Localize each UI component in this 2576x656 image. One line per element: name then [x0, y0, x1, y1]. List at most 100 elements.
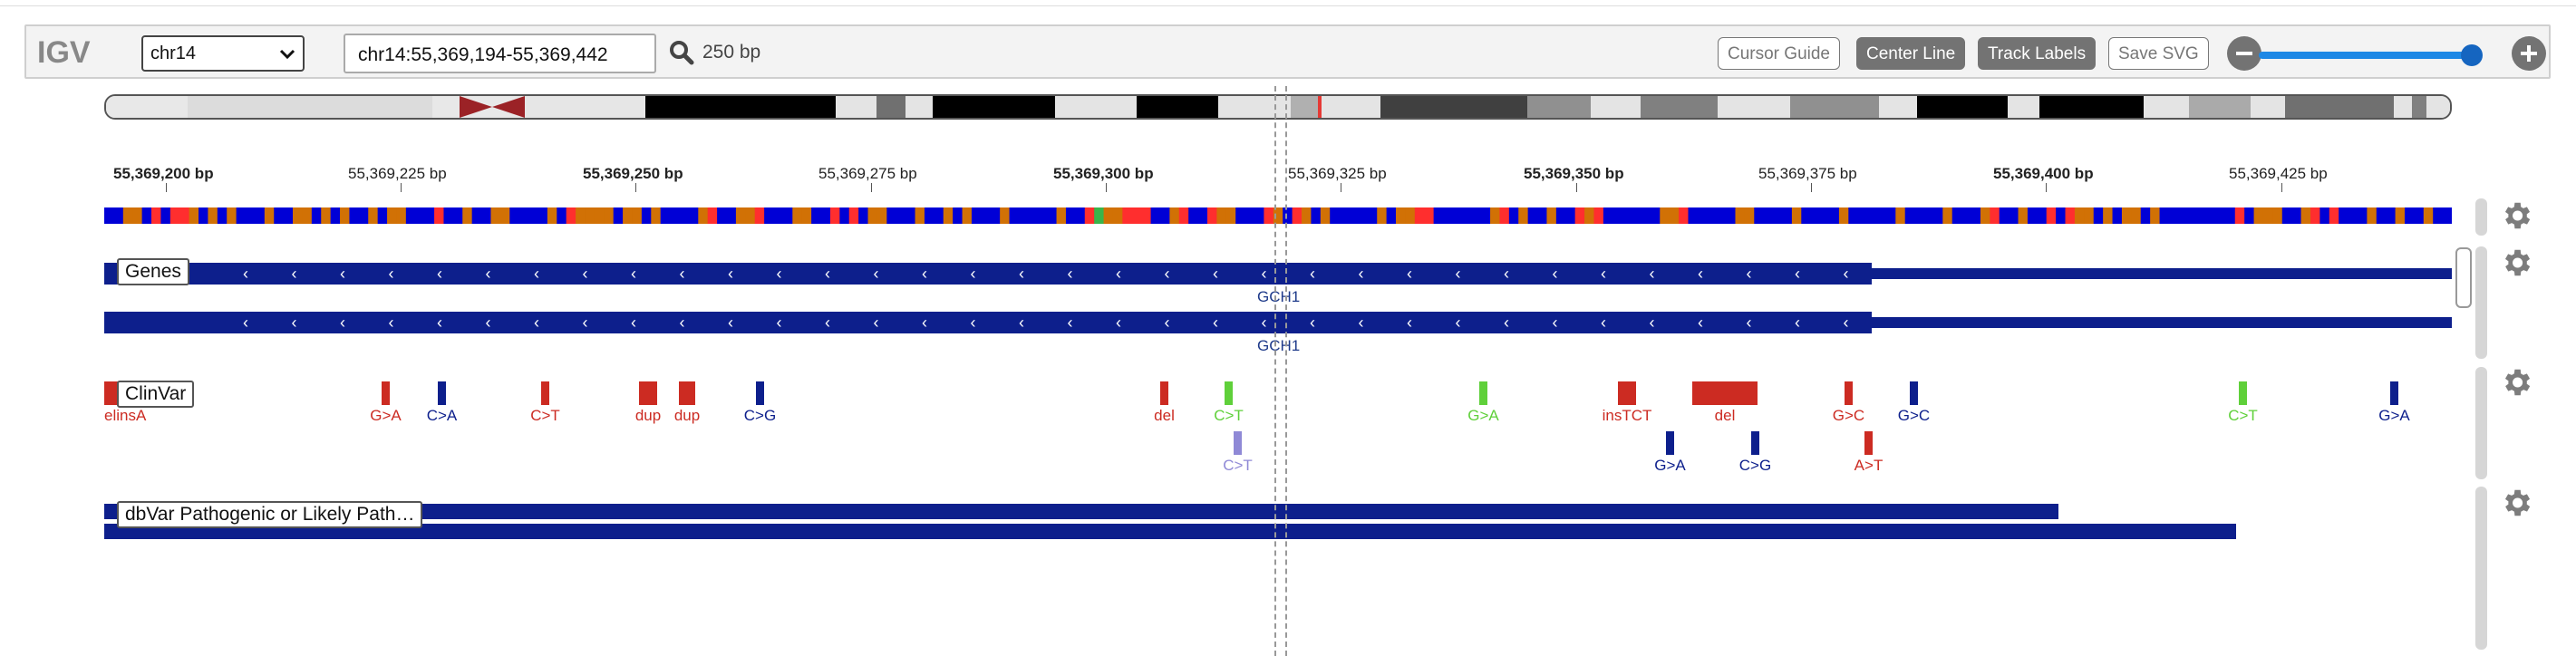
- track-scrollbar[interactable]: [2455, 247, 2472, 308]
- clinvar-variant[interactable]: [438, 381, 446, 405]
- base-cell: [1641, 207, 1651, 224]
- base-cell: [858, 207, 869, 224]
- clinvar-variant[interactable]: [104, 381, 121, 405]
- base-cell: [452, 207, 463, 224]
- base-cell: [199, 207, 209, 224]
- strand-arrow-icon: ‹: [1213, 265, 1218, 283]
- base-cell: [160, 207, 171, 224]
- base-cell: [1763, 207, 1774, 224]
- sequence-track-panel: [2475, 198, 2487, 236]
- strand-arrow-icon: ‹: [874, 265, 879, 283]
- clinvar-variant[interactable]: [1910, 381, 1918, 405]
- ruler-tick: [635, 183, 636, 192]
- clinvar-variant-label: C>T: [1214, 407, 1244, 424]
- base-cell: [2046, 207, 2057, 224]
- base-cell: [481, 207, 492, 224]
- clinvar-variant[interactable]: [1618, 381, 1636, 405]
- base-cell: [283, 207, 294, 224]
- base-cell: [1349, 207, 1360, 224]
- clinvar-variant[interactable]: [1225, 381, 1233, 405]
- ruler-tick: [1576, 183, 1577, 192]
- strand-arrow-icon: ‹: [534, 314, 539, 332]
- clinvar-variant-label: G>A: [370, 407, 402, 424]
- clinvar-variant[interactable]: [541, 381, 549, 405]
- genes-track[interactable]: ‹ ‹ ‹ ‹ ‹ ‹ ‹ ‹ ‹ ‹ ‹ ‹ ‹ ‹ ‹ ‹ ‹ ‹ ‹ ‹ ‹ ‹ ‹ ‹ ‹ ‹ ‹ ‹ ‹ ‹ ‹ ‹ ‹ ‹ ‹ ‹ ‹ ‹ ‹ ‹…: [104, 259, 2452, 359]
- base-cell: [660, 207, 671, 224]
- clinvar-variant[interactable]: [1751, 431, 1759, 455]
- base-cell: [943, 207, 954, 224]
- gear-icon[interactable]: [2499, 246, 2533, 285]
- base-cell: [1584, 207, 1595, 224]
- base-cell: [896, 207, 906, 224]
- clinvar-variant-label: G>A: [2378, 407, 2410, 424]
- cursor-guide-button[interactable]: Cursor Guide: [1718, 37, 1840, 70]
- clinvar-variant[interactable]: [1845, 381, 1853, 405]
- base-cell: [1499, 207, 1510, 224]
- zoom-slider[interactable]: [2259, 52, 2469, 59]
- base-cell: [1565, 207, 1576, 224]
- base-cell: [151, 207, 162, 224]
- base-cell: [1660, 207, 1671, 224]
- clinvar-variant-label: C>G: [1738, 457, 1772, 474]
- clinvar-variant[interactable]: [1234, 431, 1242, 455]
- strand-arrow-icon: ‹: [825, 314, 830, 332]
- base-cell: [132, 207, 143, 224]
- base-cell: [509, 207, 520, 224]
- base-cell: [839, 207, 850, 224]
- base-cell: [623, 207, 634, 224]
- chromosome-select[interactable]: chr14: [141, 35, 305, 72]
- clinvar-variant[interactable]: [2239, 381, 2247, 405]
- base-cell: [1283, 207, 1293, 224]
- search-icon[interactable]: [668, 39, 695, 71]
- clinvar-variant[interactable]: [639, 381, 657, 405]
- base-cell: [499, 207, 510, 224]
- strand-arrow-icon: ‹: [389, 265, 394, 283]
- base-cell: [1292, 207, 1303, 224]
- base-cell: [1461, 207, 1472, 224]
- track-labels-button[interactable]: Track Labels: [1978, 37, 2097, 70]
- base-cell: [1320, 207, 1331, 224]
- clinvar-variant-label: C>T: [1223, 457, 1253, 474]
- zoom-in-button[interactable]: [2512, 36, 2546, 71]
- base-cell: [2159, 207, 2170, 224]
- clinvar-variant-label: C>G: [743, 407, 777, 424]
- clinvar-variant[interactable]: [1666, 431, 1674, 455]
- clinvar-variant-label: C>A: [426, 407, 458, 424]
- locus-search-input[interactable]: chr14:55,369,194-55,369,442: [344, 34, 656, 73]
- clinvar-variant[interactable]: [756, 381, 764, 405]
- chromosome-ideogram[interactable]: [104, 94, 2452, 120]
- clinvar-variant[interactable]: [679, 381, 695, 405]
- strand-arrow-icon: ‹: [922, 265, 927, 283]
- gear-icon[interactable]: [2499, 365, 2533, 404]
- strand-arrow-icon: ‹: [1262, 314, 1267, 332]
- base-cell: [962, 207, 973, 224]
- center-line-button[interactable]: Center Line: [1856, 37, 1966, 70]
- base-cell: [179, 207, 190, 224]
- clinvar-variant[interactable]: [1479, 381, 1487, 405]
- base-cell: [867, 207, 878, 224]
- base-cell: [1131, 207, 1142, 224]
- base-cell: [462, 207, 473, 224]
- base-cell: [1782, 207, 1793, 224]
- gear-icon[interactable]: [2499, 486, 2533, 525]
- zoom-out-button[interactable]: [2227, 36, 2261, 71]
- base-cell: [735, 207, 746, 224]
- strand-arrow-icon: ‹: [680, 314, 685, 332]
- plus-icon: [2521, 45, 2537, 62]
- clinvar-variant[interactable]: [2390, 381, 2398, 405]
- strand-arrow-icon: ‹: [437, 265, 442, 283]
- gear-icon[interactable]: [2499, 198, 2533, 237]
- clinvar-variant[interactable]: [382, 381, 390, 405]
- base-cell: [1065, 207, 1076, 224]
- base-cell: [113, 207, 124, 224]
- clinvar-variant[interactable]: [1864, 431, 1873, 455]
- save-svg-button[interactable]: Save SVG: [2108, 37, 2209, 70]
- dbvar-track[interactable]: [104, 504, 2452, 540]
- base-cell: [1555, 207, 1566, 224]
- base-cell: [1000, 207, 1011, 224]
- chevron-down-icon: [279, 46, 295, 67]
- clinvar-variant[interactable]: [1160, 381, 1168, 405]
- zoom-slider-thumb[interactable]: [2461, 44, 2483, 66]
- chromosome-select-value: chr14: [150, 43, 197, 63]
- clinvar-variant[interactable]: [1692, 381, 1758, 405]
